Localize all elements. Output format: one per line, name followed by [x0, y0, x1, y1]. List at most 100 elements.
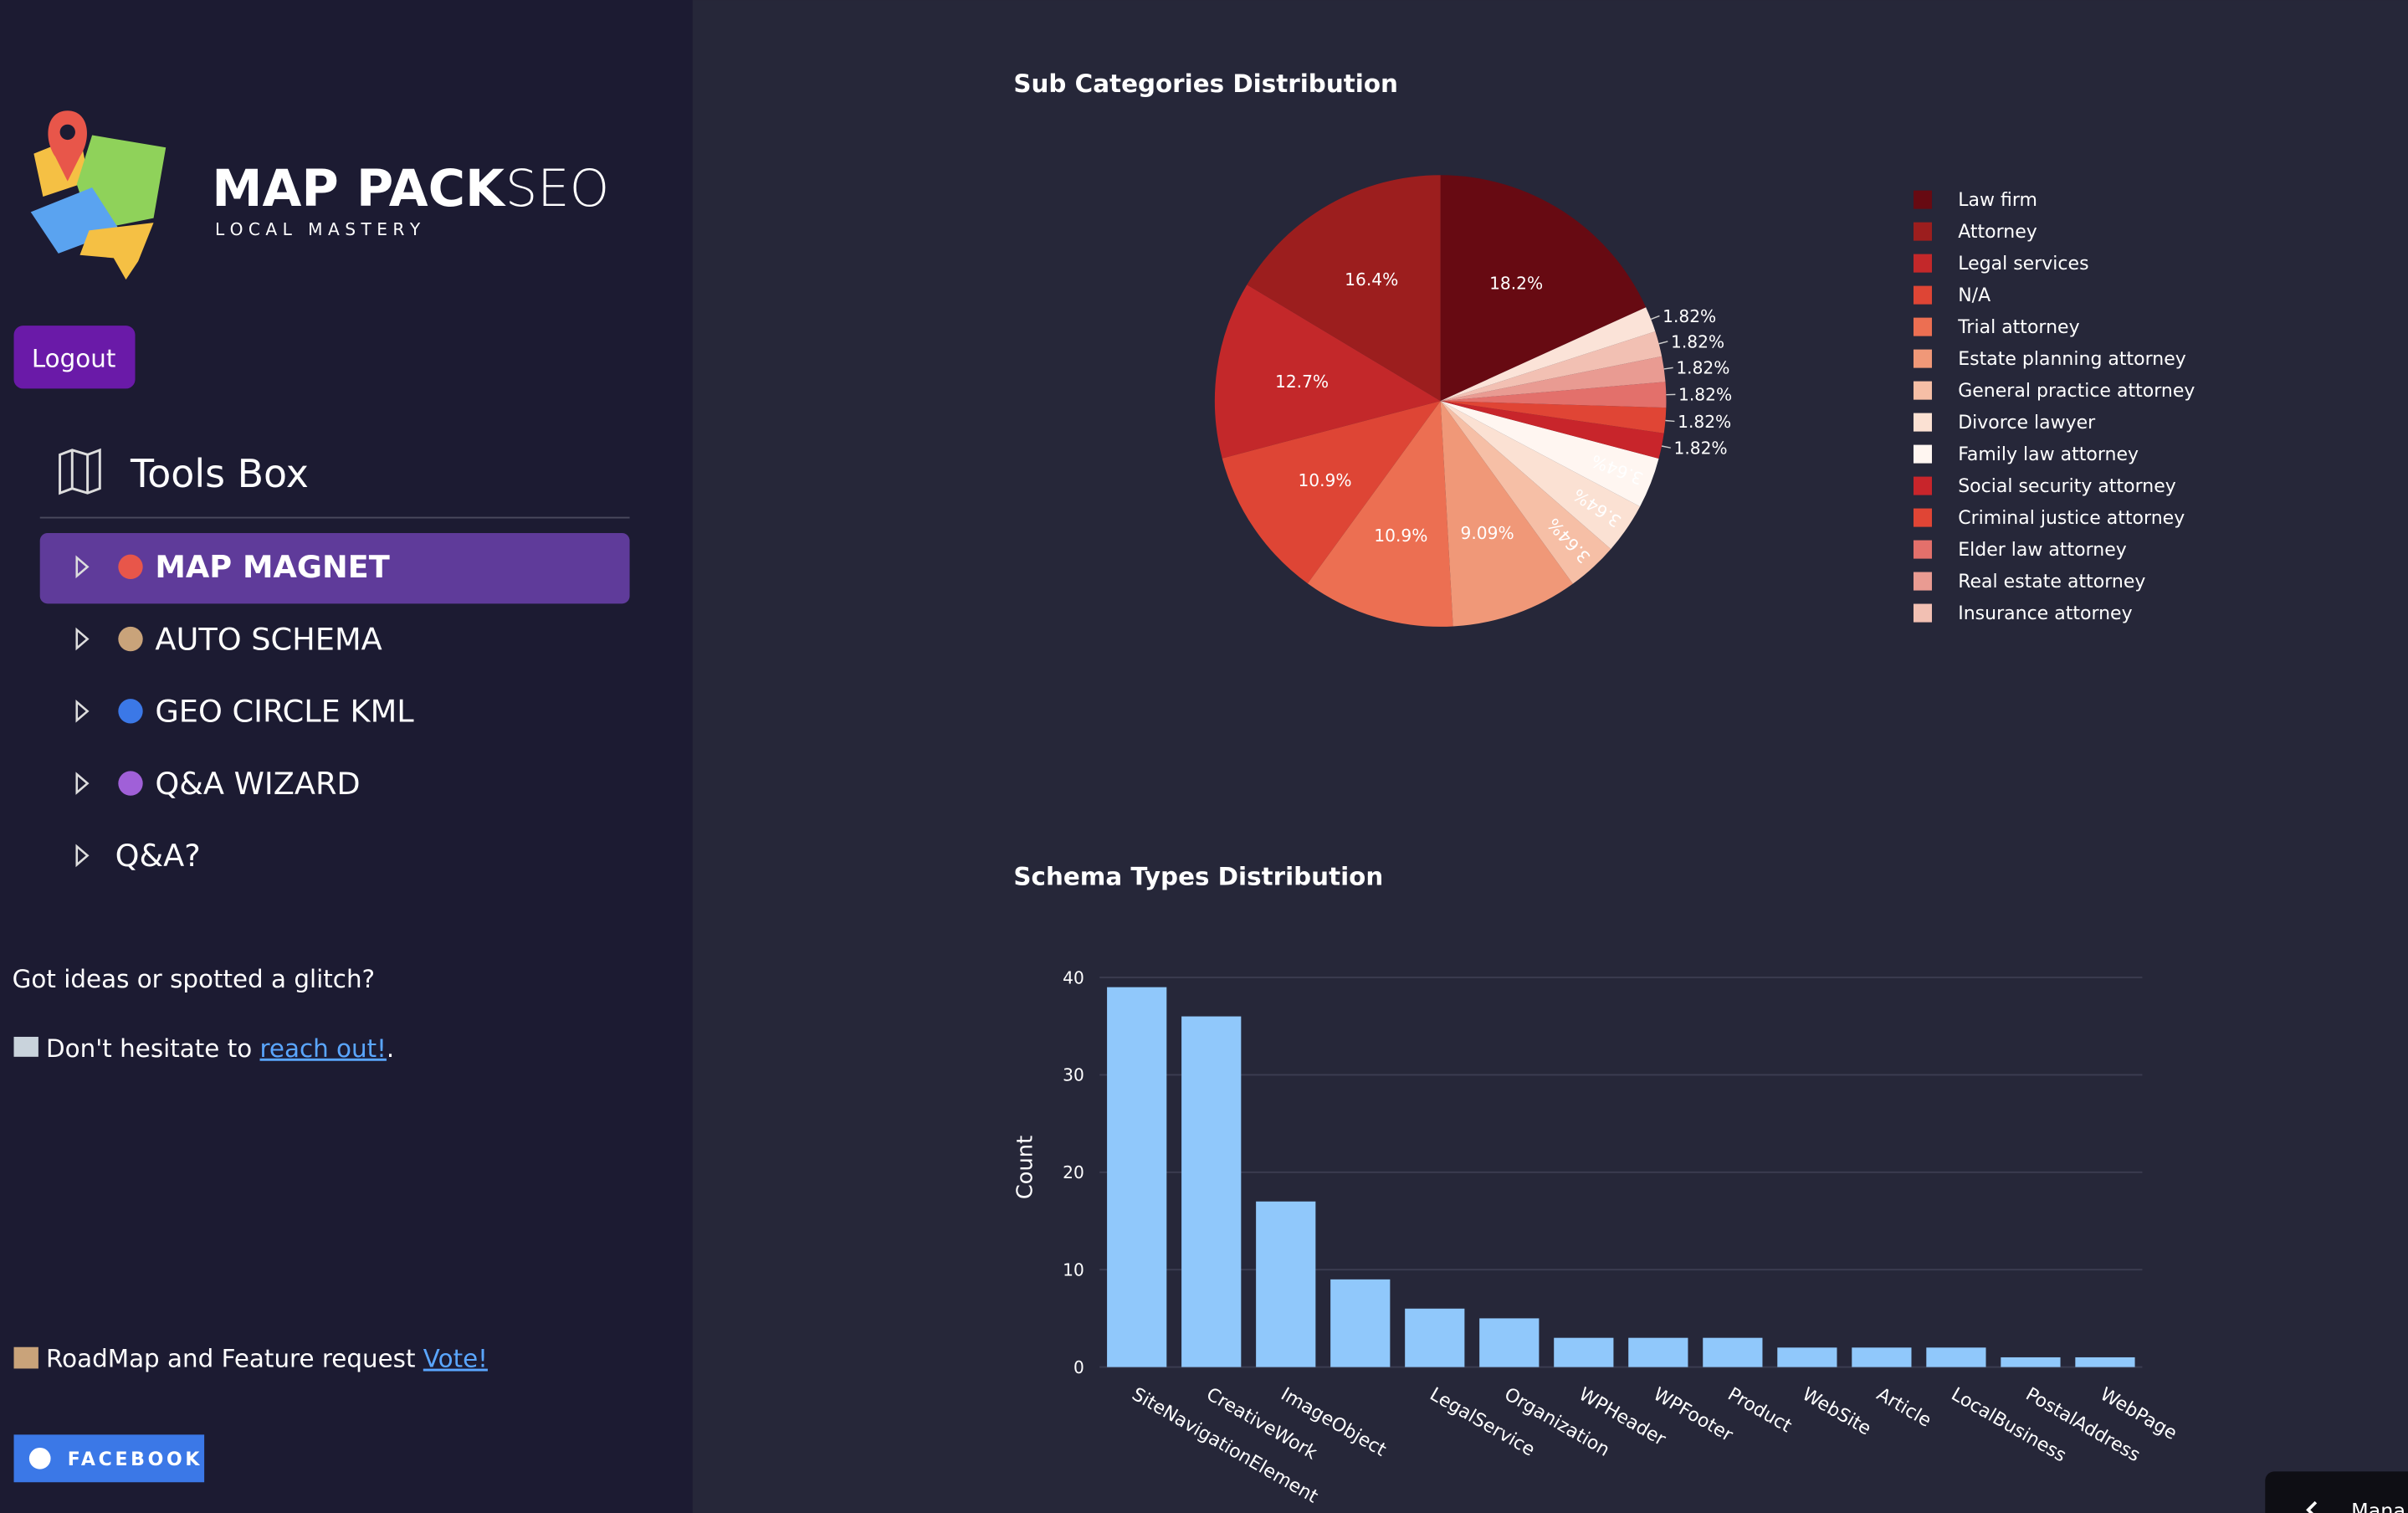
legend-entry: Trial attorney [1957, 317, 2079, 338]
pie-slice [1440, 356, 1666, 402]
legend-entry: Real estate attorney [1958, 572, 2145, 592]
pie-slice [1440, 401, 1659, 507]
bar [1181, 1016, 1242, 1367]
legend-swatch [1913, 603, 1933, 623]
pie-label: 1.82% [1671, 331, 1724, 351]
bottom-tab-label[interactable]: Mana [2351, 1499, 2405, 1513]
bar [2001, 1357, 2061, 1367]
facebook-label[interactable]: FACEBOOK [68, 1449, 202, 1470]
menu-caret[interactable] [75, 844, 90, 868]
bar [1479, 1318, 1540, 1367]
pie-slice [1440, 401, 1611, 584]
menu-caret[interactable] [75, 555, 90, 579]
logo-subtitle: L O C A L M A S T E R Y [215, 219, 421, 239]
pie-label: 1.82% [1678, 385, 1732, 405]
bar [1405, 1308, 1465, 1367]
pie-label: 1.82% [1676, 358, 1729, 378]
box-icon [13, 1346, 38, 1369]
y-tick-label: 10 [1063, 1260, 1084, 1280]
menu-item[interactable]: Q&A WIZARD [155, 766, 360, 802]
pie-slice [1440, 401, 1641, 550]
roadmap-line: RoadMap and Feature request Vote! [46, 1345, 488, 1373]
legend-swatch [1913, 190, 1933, 209]
pie-label: 16.4% [1345, 269, 1398, 290]
feedback-text: Got ideas or spotted a glitch? [13, 965, 375, 993]
tools-icon [59, 448, 101, 495]
pie-label: 12.7% [1275, 372, 1329, 392]
legend-entry: Attorney [1958, 222, 2037, 243]
legend-entry: Criminal justice attorney [1958, 508, 2185, 529]
legend-entry: Estate planning attorney [1958, 349, 2186, 370]
pie-leader [1663, 367, 1673, 370]
y-axis-label: Count [1012, 1136, 1037, 1199]
menu-icon [118, 771, 143, 796]
pie-label: 10.9% [1374, 526, 1427, 546]
menu-active-background [39, 532, 630, 604]
tab-chevron [2306, 1500, 2318, 1513]
pie-label: 9.09% [1461, 523, 1514, 543]
legend-entry: Elder law attorney [1958, 540, 2127, 561]
bottom-tab[interactable] [2265, 1471, 2408, 1513]
legend-swatch [1913, 285, 1933, 305]
menu-item[interactable]: MAP MAGNET [155, 549, 389, 585]
legend-entry: Law firm [1958, 190, 2037, 211]
legend-swatch [1913, 254, 1933, 273]
pie-slice [1440, 382, 1667, 408]
pie-leader [1661, 445, 1671, 449]
legend-entry: General practice attorney [1958, 381, 2195, 402]
bar [1852, 1347, 1912, 1367]
y-tick-label: 40 [1063, 967, 1084, 987]
legend-swatch [1913, 540, 1933, 559]
roadmap-text: RoadMap and Feature request [46, 1345, 423, 1373]
bar [1107, 987, 1167, 1367]
menu-caret[interactable] [75, 772, 90, 795]
pie-leader [1658, 341, 1668, 345]
logout-button[interactable] [13, 326, 136, 389]
legend-entry: Legal services [1958, 254, 2088, 274]
menu-caret[interactable] [75, 700, 90, 723]
bar [1628, 1337, 1688, 1367]
contact-end: . [387, 1034, 394, 1063]
pie-slice [1214, 285, 1441, 459]
chart-title: Sub Categories Distribution [1013, 69, 1398, 98]
pie-slice [1440, 331, 1663, 402]
legend-swatch [1913, 572, 1933, 591]
logout-label[interactable]: Logout [32, 345, 116, 373]
logo-icon [30, 110, 167, 280]
menu-icon [118, 626, 143, 652]
pie-slice [1440, 401, 1573, 627]
legend-swatch [1913, 476, 1933, 495]
bar [1554, 1337, 1614, 1367]
roadmap-link[interactable]: Vote! [423, 1345, 488, 1373]
menu-item[interactable]: GEO CIRCLE KML [155, 694, 414, 730]
menu-icon [118, 554, 143, 580]
bar [2075, 1357, 2135, 1367]
legend-swatch [1913, 444, 1933, 464]
legend-swatch [1913, 381, 1933, 400]
legend-entry: Social security attorney [1958, 476, 2176, 497]
legend-entry: N/A [1958, 285, 1990, 306]
y-tick-label: 20 [1063, 1162, 1084, 1182]
pie-slice [1307, 401, 1453, 627]
bar [1926, 1347, 1986, 1367]
legend-entry: Family law attorney [1958, 444, 2139, 465]
pie-slice [1440, 175, 1647, 402]
menu-icon [118, 699, 143, 724]
legend-swatch [1913, 508, 1933, 527]
chart-title: Schema Types Distribution [1013, 862, 1383, 890]
contact-link[interactable]: reach out! [260, 1034, 387, 1063]
contact-text: Don't hesitate to [46, 1034, 259, 1063]
y-tick-label: 30 [1063, 1065, 1084, 1085]
legend-swatch [1913, 349, 1933, 368]
facebook-icon [28, 1447, 51, 1469]
pie-label: 18.2% [1489, 274, 1543, 294]
mail-icon [13, 1036, 38, 1057]
pie-slice [1247, 175, 1441, 402]
section-title: Tools Box [130, 451, 309, 496]
menu-item[interactable]: AUTO SCHEMA [155, 621, 382, 657]
pie-label: 10.9% [1298, 470, 1351, 490]
legend-swatch [1913, 222, 1933, 241]
menu-item[interactable]: Q&A? [115, 838, 201, 874]
legend-entry: Insurance attorney [1958, 603, 2132, 624]
menu-caret[interactable] [75, 627, 90, 651]
